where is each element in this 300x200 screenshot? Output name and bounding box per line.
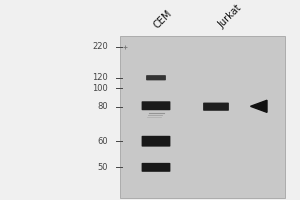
FancyBboxPatch shape [142,136,170,147]
Text: 120: 120 [92,73,108,82]
Text: Jurkat: Jurkat [216,3,243,30]
Text: 60: 60 [98,137,108,146]
FancyBboxPatch shape [142,163,170,172]
Polygon shape [250,100,267,112]
FancyBboxPatch shape [142,101,170,110]
Text: 80: 80 [98,102,108,111]
Bar [120,36,285,198]
FancyBboxPatch shape [146,75,166,80]
Text: 100: 100 [92,84,108,93]
Text: CEM: CEM [152,8,174,30]
Text: 50: 50 [98,163,108,172]
Text: 220: 220 [92,42,108,51]
FancyBboxPatch shape [203,103,229,111]
